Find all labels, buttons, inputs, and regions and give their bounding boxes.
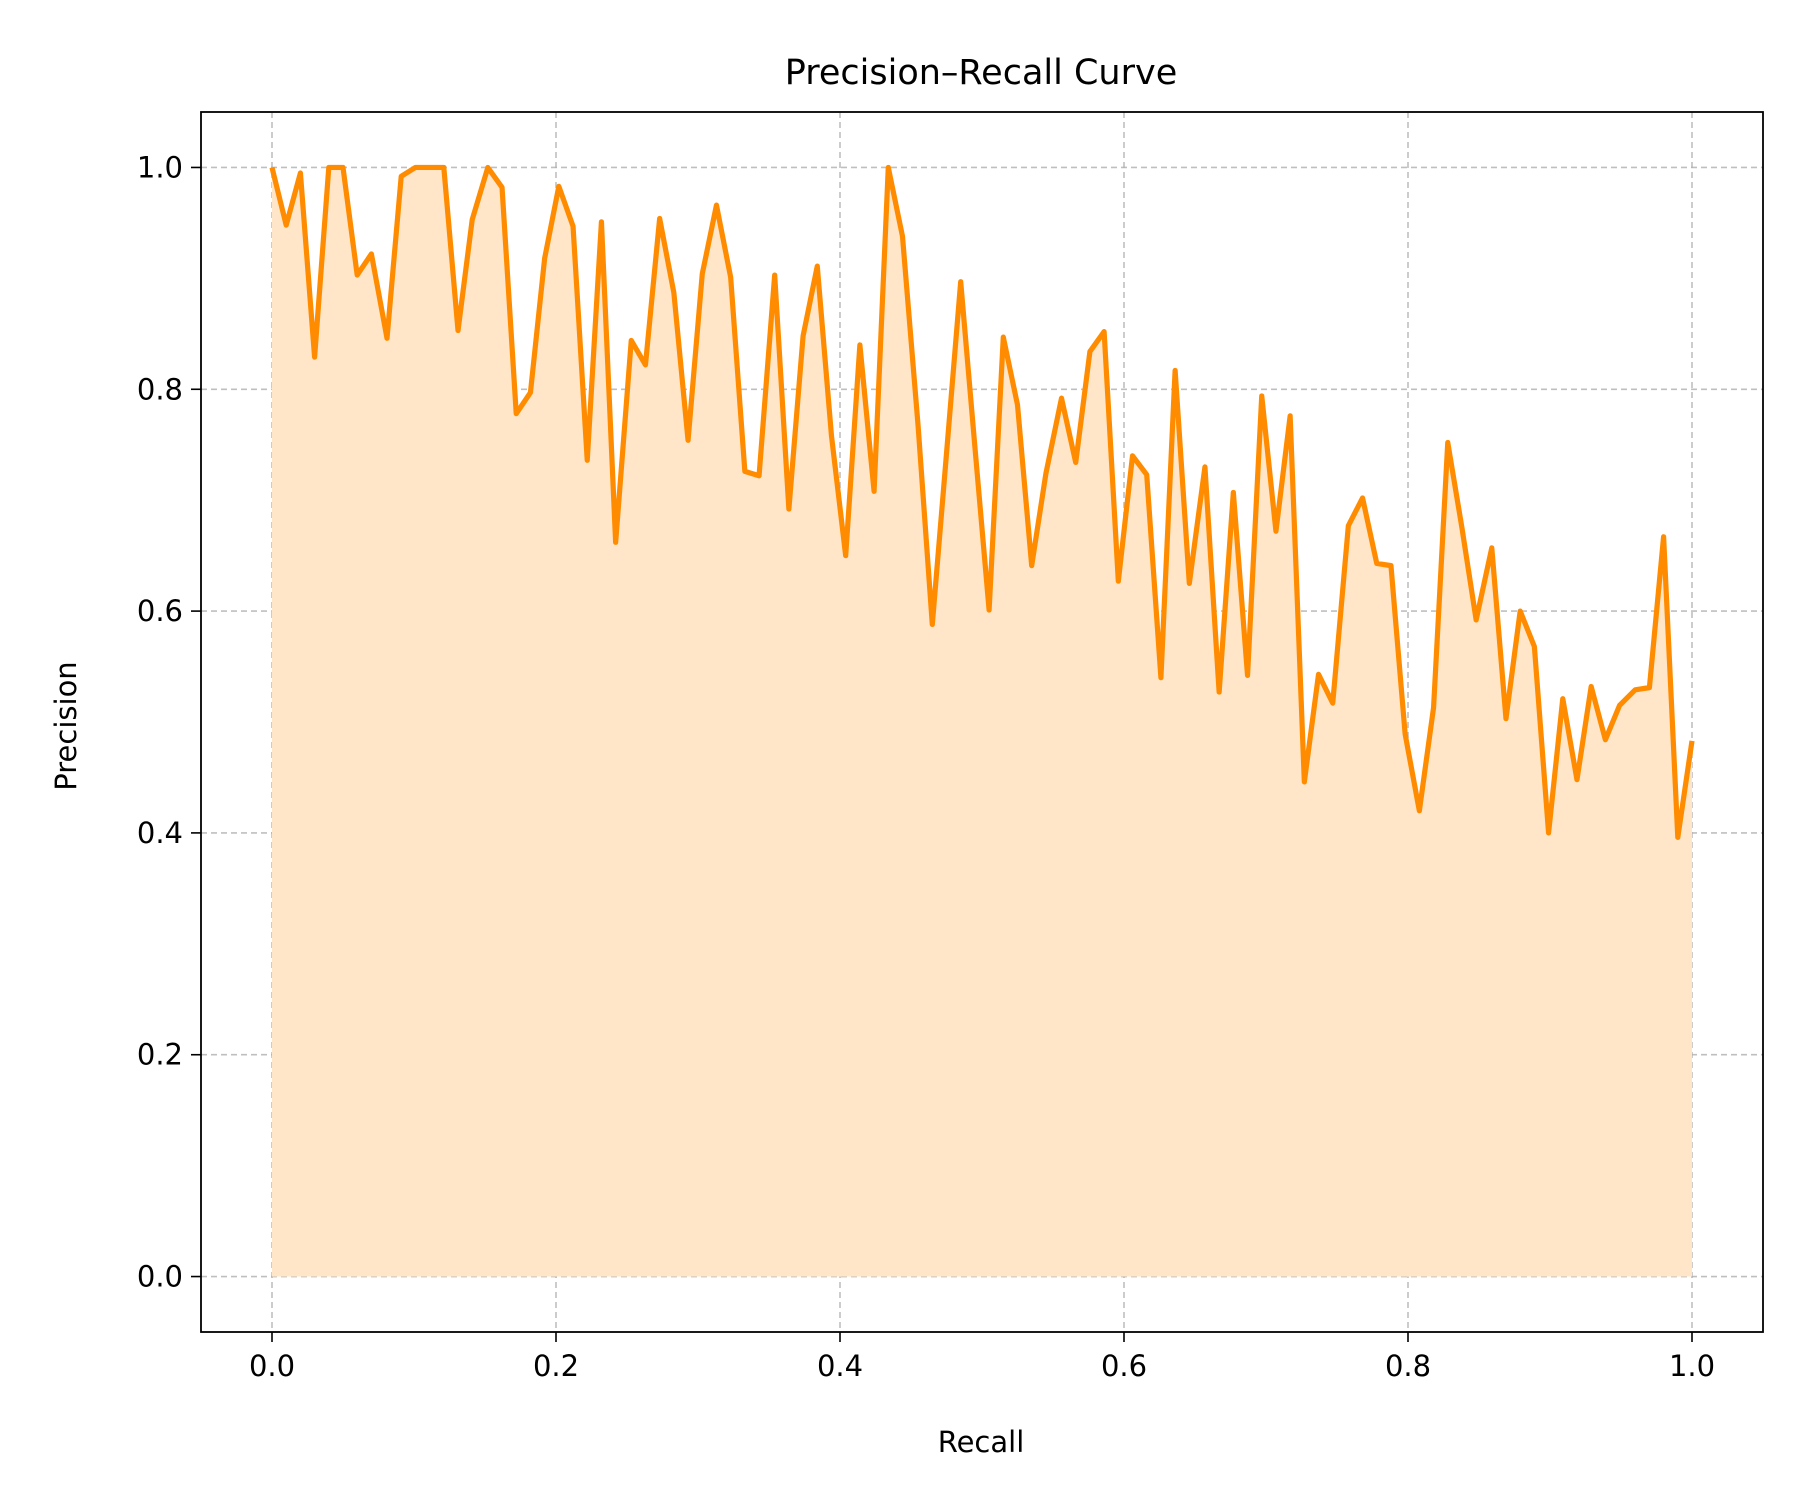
- y-tick-label: 0.0: [137, 1260, 183, 1294]
- y-tick-label: 1.0: [137, 150, 183, 184]
- x-axis-label: Recall: [938, 1425, 1025, 1459]
- x-tick-label: 1.0: [1669, 1349, 1715, 1383]
- x-axis: 0.0 0.2 0.4 0.6 0.8 1.0: [249, 1332, 1715, 1383]
- y-axis-label: Precision: [49, 661, 83, 790]
- x-tick-label: 0.8: [1385, 1349, 1431, 1383]
- y-axis: 0.0 0.2 0.4 0.6 0.8 1.0: [137, 150, 201, 1294]
- y-tick-label: 0.2: [137, 1038, 183, 1072]
- y-tick-label: 0.8: [137, 372, 183, 406]
- x-tick-label: 0.6: [1101, 1349, 1147, 1383]
- plot-frame: [200, 111, 1764, 1333]
- x-tick-label: 0.4: [817, 1349, 863, 1383]
- y-tick-label: 0.4: [137, 816, 183, 850]
- x-tick-label: 0.0: [249, 1349, 295, 1383]
- precision-recall-line: [269, 164, 1695, 840]
- y-tick-label: 0.6: [137, 594, 183, 628]
- area-fill: [272, 167, 1692, 1277]
- chart-title: Precision–Recall Curve: [785, 53, 1177, 93]
- x-tick-label: 0.2: [533, 1349, 579, 1383]
